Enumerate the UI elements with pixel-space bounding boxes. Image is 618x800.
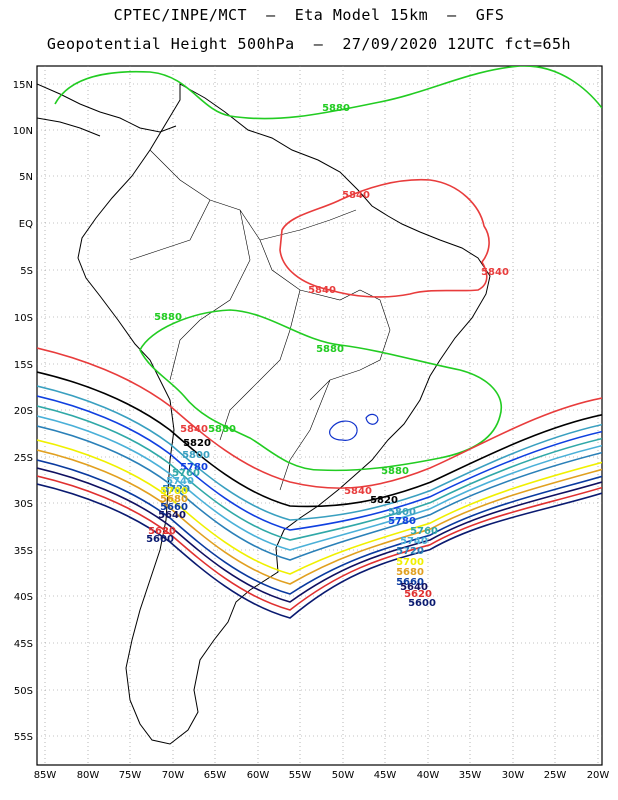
contour-label-5740: 5740 xyxy=(166,476,194,487)
lon-label: 55W xyxy=(289,770,312,781)
contour-label-5800: 5800 xyxy=(182,450,210,461)
contour-label-5880: 5880 xyxy=(381,466,409,477)
contour-label-5840: 5840 xyxy=(342,190,370,201)
contour-5700-band xyxy=(37,439,602,575)
contour-5640-band xyxy=(37,467,602,603)
contour-5760-band xyxy=(37,405,602,541)
contour-label-5780: 5780 xyxy=(180,462,208,473)
lon-label: 45W xyxy=(374,770,397,781)
south-america-coastline xyxy=(77,83,491,745)
lat-label: 20S xyxy=(14,406,33,417)
contour-5800-band xyxy=(37,385,602,521)
contour-label-5720: 5720 xyxy=(396,546,424,557)
contour-label-5760: 5760 xyxy=(410,526,438,537)
contour-label-5620: 5620 xyxy=(148,526,176,537)
contour-label-5700: 5700 xyxy=(160,486,188,497)
lat-label: 15S xyxy=(14,360,33,371)
contour-label-5840: 5840 xyxy=(308,285,336,296)
lat-label: 15N xyxy=(13,80,33,91)
lon-label: 65W xyxy=(204,770,227,781)
lat-label: 30S xyxy=(14,499,33,510)
contour-5820-band xyxy=(37,371,602,508)
contour-label-5880: 5880 xyxy=(154,312,182,323)
contour-label-5640: 5640 xyxy=(158,510,186,521)
contour-5840-north xyxy=(279,178,490,298)
contour-label-5600: 5600 xyxy=(408,598,436,609)
lat-label: 45S xyxy=(14,639,33,650)
lon-label: 40W xyxy=(417,770,440,781)
lat-label: 25S xyxy=(14,453,33,464)
lon-label: 75W xyxy=(119,770,142,781)
contour-label-5820: 5820 xyxy=(370,495,398,506)
contour-label-5780: 5780 xyxy=(388,516,416,527)
contour-label-5680: 5680 xyxy=(396,567,424,578)
contour-5880-south xyxy=(139,309,502,472)
contour-label-5760: 5760 xyxy=(172,468,200,479)
central-america-coastline xyxy=(37,83,177,137)
contour-label-5880: 5880 xyxy=(208,424,236,435)
contour-label-5820: 5820 xyxy=(183,438,211,449)
lon-label: 85W xyxy=(34,770,57,781)
lon-label: 25W xyxy=(544,770,567,781)
lake-contour xyxy=(329,413,379,441)
contour-label-5740: 5740 xyxy=(400,536,428,547)
lat-label: 50S xyxy=(14,686,33,697)
contour-label-5660: 5660 xyxy=(396,577,424,588)
graticule xyxy=(37,66,602,765)
contour-label-5640: 5640 xyxy=(400,582,428,593)
contour-label-5840: 5840 xyxy=(344,486,372,497)
map-subtitle: Geopotential Height 500hPa – 27/09/2020 … xyxy=(46,35,572,53)
contour-5840-band xyxy=(37,347,602,489)
lon-label: 80W xyxy=(77,770,100,781)
lon-label: 70W xyxy=(162,770,185,781)
contour-5780-band xyxy=(37,395,602,531)
contour-label-5800: 5800 xyxy=(388,507,416,518)
contour-5600-band xyxy=(37,483,602,619)
country-borders xyxy=(129,149,391,491)
lon-label: 20W xyxy=(587,770,610,781)
contour-label-5880: 5880 xyxy=(316,344,344,355)
contour-5620-band xyxy=(37,475,602,611)
contour-5880-north xyxy=(54,66,602,120)
lon-label: 50W xyxy=(332,770,355,781)
contour-label-5840: 5840 xyxy=(180,424,208,435)
contour-5740-band xyxy=(37,415,602,551)
contour-label-5600: 5600 xyxy=(146,534,174,545)
lon-label: 60W xyxy=(247,770,270,781)
lat-label: 5N xyxy=(19,172,33,183)
contour-label-5700: 5700 xyxy=(396,557,424,568)
contour-label-5720: 5720 xyxy=(162,484,190,495)
contour-label-5620: 5620 xyxy=(404,589,432,600)
lon-label: 30W xyxy=(502,770,525,781)
contour-5660-band xyxy=(37,459,602,595)
lat-label: 5S xyxy=(20,266,33,277)
map-title: CPTEC/INPE/MCT – Eta Model 15km – GFS xyxy=(113,6,505,24)
contour-label-5840: 5840 xyxy=(481,267,509,278)
contour-label-5660: 5660 xyxy=(160,502,188,513)
lat-label: 10N xyxy=(13,126,33,137)
contour-5720-band xyxy=(37,425,602,561)
contour-label-5880: 5880 xyxy=(322,103,350,114)
lat-label: 40S xyxy=(14,592,33,603)
lat-label: 35S xyxy=(14,546,33,557)
lat-label: 10S xyxy=(14,313,33,324)
lon-label: 35W xyxy=(459,770,482,781)
lat-label: EQ xyxy=(19,219,33,230)
contour-label-5680: 5680 xyxy=(160,494,188,505)
lat-label: 55S xyxy=(14,732,33,743)
contour-5680-band xyxy=(37,449,602,585)
